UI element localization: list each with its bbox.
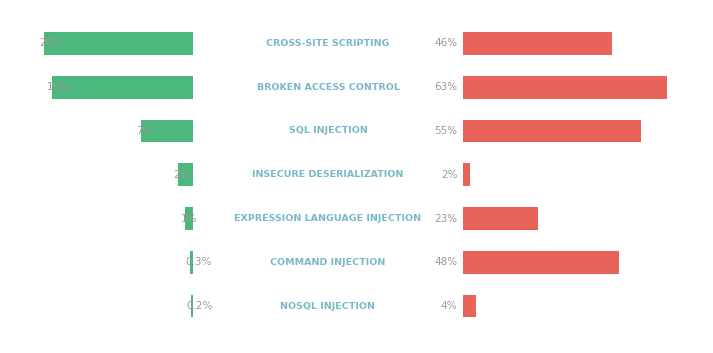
Text: 2%: 2% (441, 170, 458, 180)
Bar (44, 32, 193, 55)
Bar (190, 251, 193, 274)
Text: EXPRESSION LANGUAGE INJECTION: EXPRESSION LANGUAGE INJECTION (235, 214, 421, 223)
Text: 2%: 2% (173, 170, 190, 180)
Bar (463, 207, 538, 230)
Text: NOSQL INJECTION: NOSQL INJECTION (280, 301, 376, 311)
Text: 1%: 1% (180, 214, 197, 223)
Bar (463, 32, 612, 55)
Bar (140, 120, 193, 142)
Text: 20%: 20% (39, 38, 63, 48)
Bar (463, 295, 476, 317)
Text: INSECURE DESERIALIZATION: INSECURE DESERIALIZATION (252, 170, 404, 179)
Text: 46%: 46% (434, 38, 458, 48)
Bar (51, 76, 193, 98)
Bar (463, 251, 619, 274)
Bar (463, 163, 470, 186)
Text: 7%: 7% (136, 126, 153, 136)
Text: 19%: 19% (47, 82, 70, 92)
Text: 55%: 55% (434, 126, 458, 136)
Text: 0.2%: 0.2% (186, 301, 212, 311)
Text: SQL INJECTION: SQL INJECTION (289, 126, 367, 136)
Text: 23%: 23% (434, 214, 458, 223)
Bar (185, 207, 193, 230)
Text: COMMAND INJECTION: COMMAND INJECTION (270, 258, 386, 267)
Text: 4%: 4% (441, 301, 458, 311)
Bar (191, 295, 193, 317)
Bar (463, 120, 641, 142)
Text: 0.3%: 0.3% (185, 257, 212, 267)
Bar (463, 76, 667, 98)
Bar (178, 163, 193, 186)
Text: BROKEN ACCESS CONTROL: BROKEN ACCESS CONTROL (257, 83, 399, 92)
Text: 48%: 48% (434, 257, 458, 267)
Text: CROSS-SITE SCRIPTING: CROSS-SITE SCRIPTING (266, 39, 390, 48)
Text: 63%: 63% (434, 82, 458, 92)
